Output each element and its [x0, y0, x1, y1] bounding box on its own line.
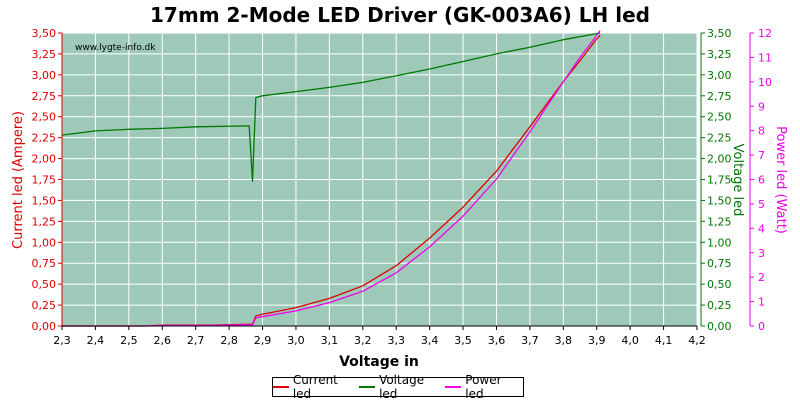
legend-swatch-power — [445, 386, 462, 388]
y-right1-tick-label: 1,50 — [707, 194, 732, 207]
series-group — [61, 30, 601, 327]
legend-item-power: Power led — [445, 373, 523, 401]
x-tick-label: 3,9 — [588, 334, 606, 347]
y-right1-tick-label: 3,25 — [707, 48, 732, 61]
x-tick-label: 3,4 — [421, 334, 439, 347]
legend-label-power: Power led — [465, 373, 502, 401]
y-right2-tick-label: 12 — [758, 27, 772, 40]
y-left-tick-label: 1,25 — [32, 215, 57, 228]
y-right2-tick-label: 8 — [758, 125, 765, 138]
x-tick-label: 2,4 — [87, 334, 105, 347]
y-left-tick-label: 2,00 — [32, 153, 57, 166]
y-right2-tick-label: 7 — [758, 149, 765, 162]
x-tick-label: 2,6 — [154, 334, 172, 347]
y-right1-tick-label: 2,50 — [707, 111, 732, 124]
y-right2-tick-label: 9 — [758, 100, 765, 113]
legend-swatch-current — [273, 386, 289, 388]
y-left-tick-label: 3,25 — [32, 48, 57, 61]
legend: Current led Voltage led Power led — [272, 373, 524, 401]
y-left-tick-label: 1,00 — [32, 236, 57, 249]
y-right2-tick-label: 1 — [758, 296, 765, 309]
tick-labels: 2,3 2,4 2,5 2,6 2,7 2,8 2,9 3,0 3,1 3,2 3,3 3,4 3,5 3… — [32, 27, 773, 347]
x-tick-label: 2,7 — [187, 334, 205, 347]
x-tick-label: 3,3 — [387, 334, 405, 347]
y-left-tick-label: 2,75 — [32, 90, 57, 103]
x-tick-label: 2,5 — [120, 334, 138, 347]
x-tick-label: 3,6 — [488, 334, 506, 347]
legend-label-current: Current led — [292, 373, 338, 401]
x-axis-label: Voltage in — [339, 354, 419, 370]
y-right1-tick-label: 3,50 — [707, 27, 732, 40]
y-right2-tick-label: 11 — [758, 51, 772, 64]
y-right1-tick-label: 0,50 — [707, 278, 732, 291]
y-left-tick-label: 1,75 — [32, 174, 57, 187]
y-right1-tick-label: 1,75 — [707, 174, 732, 187]
series-line-voltage — [61, 32, 601, 182]
x-tick-label: 4,1 — [655, 334, 673, 347]
y-right1-tick-label: 0,25 — [707, 299, 732, 312]
y-right2-tick-label: 2 — [758, 271, 765, 284]
x-tick-label: 3,7 — [521, 334, 539, 347]
y-right1-tick-label: 0,00 — [707, 320, 732, 333]
y-right1-tick-label: 1,25 — [707, 215, 732, 228]
y-right2-tick-label: 3 — [758, 247, 765, 260]
series-line-power — [62, 30, 601, 327]
y-left-tick-label: 0,75 — [32, 257, 57, 270]
y-left-tick-label: 3,50 — [32, 27, 57, 40]
x-tick-label: 2,8 — [220, 334, 238, 347]
x-tick-label: 4,2 — [688, 334, 706, 347]
y-right2-axis-label: Power led (Watt) — [773, 126, 788, 234]
y-right1-tick-label: 1,00 — [707, 236, 732, 249]
y-right1-axis-label: Voltage led — [730, 144, 745, 217]
y-left-tick-label: 0,50 — [32, 278, 57, 291]
y-right2-tick-label: 4 — [758, 222, 765, 235]
watermark: www.lygte-info.dk — [75, 43, 156, 53]
y-right1-tick-label: 3,00 — [707, 69, 732, 82]
grid-lines — [61, 32, 698, 327]
y-right1-tick-label: 2,75 — [707, 90, 732, 103]
axes — [58, 32, 754, 330]
y-left-tick-label: 2,25 — [32, 132, 57, 145]
y-left-tick-label: 2,50 — [32, 111, 57, 124]
y-right2-tick-label: 5 — [758, 198, 765, 211]
legend-item-current: Current led — [273, 373, 359, 401]
y-left-tick-label: 3,00 — [32, 69, 57, 82]
y-right1-tick-label: 0,75 — [707, 257, 732, 270]
x-tick-label: 3,0 — [287, 334, 305, 347]
y-left-tick-label: 0,00 — [32, 320, 57, 333]
y-left-tick-label: 0,25 — [32, 299, 57, 312]
x-tick-label: 3,8 — [555, 334, 573, 347]
y-left-tick-label: 1,50 — [32, 194, 57, 207]
x-tick-label: 2,3 — [53, 334, 71, 347]
x-tick-label: 3,1 — [321, 334, 339, 347]
y-right2-tick-label: 10 — [758, 76, 772, 89]
y-right1-tick-label: 2,00 — [707, 153, 732, 166]
chart-title: 17mm 2-Mode LED Driver (GK-003A6) LH led — [150, 3, 650, 27]
legend-label-voltage: Voltage led — [379, 373, 425, 401]
y-right2-tick-label: 0 — [758, 320, 765, 333]
y-right1-tick-label: 2,25 — [707, 132, 732, 145]
legend-swatch-voltage — [359, 386, 376, 388]
x-tick-label: 3,2 — [354, 334, 372, 347]
x-tick-label: 3,5 — [454, 334, 472, 347]
legend-item-voltage: Voltage led — [359, 373, 445, 401]
y-right2-tick-label: 6 — [758, 174, 765, 187]
y-left-axis-label: Current led (Ampere) — [11, 111, 26, 249]
x-tick-label: 2,9 — [254, 334, 272, 347]
x-tick-label: 4,0 — [621, 334, 639, 347]
